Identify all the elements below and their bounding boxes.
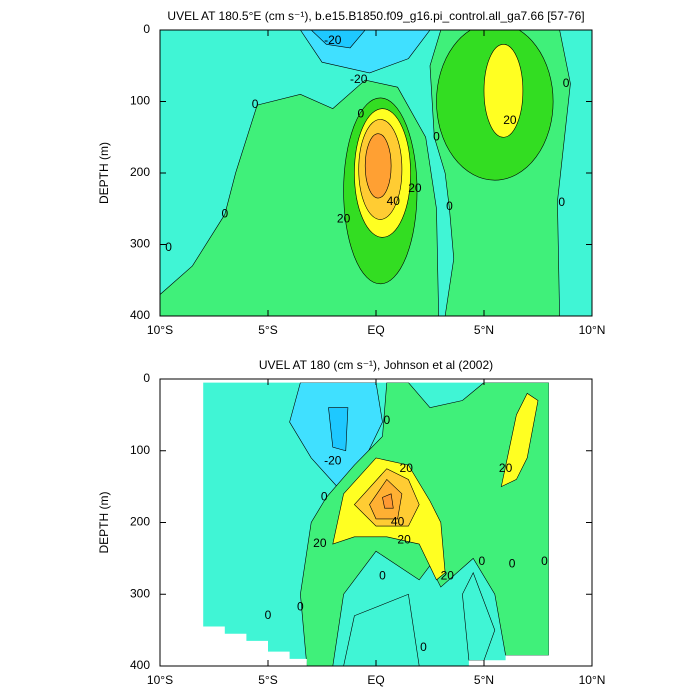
plot-area	[203, 382, 549, 666]
y-tick-label: 400	[130, 658, 150, 672]
contour-label: 0	[563, 76, 570, 90]
contour-label: 0	[297, 599, 304, 613]
contour-label: 20	[337, 212, 351, 226]
contour-region	[328, 407, 349, 452]
contour-label: 0	[509, 556, 516, 570]
x-tick-label: EQ	[367, 323, 384, 337]
y-tick-label: 100	[130, 94, 150, 108]
contour-label: 40	[391, 515, 405, 529]
contour-label: 20	[499, 461, 513, 475]
contour-label: 0	[358, 107, 365, 121]
x-tick-label: 5°S	[258, 323, 277, 337]
y-tick-label: 200	[130, 165, 150, 179]
y-tick-label: 100	[130, 443, 150, 457]
x-tick-label: 5°S	[258, 673, 277, 687]
contour-label: 0	[221, 207, 228, 221]
contour-label: 0	[558, 195, 565, 209]
y-tick-label: 0	[143, 22, 150, 36]
contour-label: 20	[400, 461, 414, 475]
y-tick-label: 200	[130, 515, 150, 529]
y-tick-label: 0	[143, 371, 150, 385]
y-tick-label: 400	[130, 308, 150, 322]
contour-region	[462, 571, 496, 661]
contour-region	[382, 493, 394, 509]
contour-label: -20	[350, 72, 368, 86]
contour-label: 0	[446, 199, 453, 213]
x-tick-label: 10°S	[147, 323, 173, 337]
contour-label: 0	[433, 129, 440, 143]
contour-label: 0	[478, 554, 485, 568]
chart-title: UVEL AT 180 (cm s⁻¹), Johnson et al (200…	[259, 358, 493, 372]
contour-label: 40	[387, 194, 401, 208]
contour-region	[500, 392, 539, 488]
x-tick-label: EQ	[367, 673, 384, 687]
contour-region	[557, 30, 592, 316]
x-tick-label: 10°S	[147, 673, 173, 687]
chart-title: UVEL AT 180.5°E (cm s⁻¹), b.e15.B1850.f0…	[167, 9, 584, 23]
x-tick-label: 5°N	[474, 323, 494, 337]
y-axis-label: DEPTH (m)	[97, 492, 111, 554]
contour-label: 20	[408, 181, 422, 195]
contour-label: -20	[324, 33, 342, 47]
contour-label: 0	[265, 608, 272, 622]
y-axis-label: DEPTH (m)	[97, 142, 111, 204]
contour-region	[310, 30, 366, 49]
contour-region	[160, 30, 455, 316]
contour-region	[483, 44, 524, 138]
plot-area	[160, 30, 592, 316]
contour-label: 0	[165, 240, 172, 254]
contour-label: 20	[397, 533, 411, 547]
contour-label: 0	[252, 97, 259, 111]
contour-label: 0	[420, 640, 427, 654]
contour-label: 0	[383, 413, 390, 427]
contour-label: 20	[503, 113, 517, 127]
contour-label: -20	[324, 454, 342, 468]
x-tick-label: 10°N	[579, 673, 606, 687]
contour-label: 0	[541, 554, 548, 568]
contour-label: 0	[379, 568, 386, 582]
contour-region	[364, 133, 392, 199]
y-tick-label: 300	[130, 586, 150, 600]
contour-region	[343, 593, 420, 666]
contour-label: 20	[313, 536, 327, 550]
x-tick-label: 10°N	[579, 323, 606, 337]
contour-label: 0	[321, 490, 328, 504]
y-tick-label: 300	[130, 237, 150, 251]
contour-label: 20	[441, 568, 455, 582]
x-tick-label: 5°N	[474, 673, 494, 687]
